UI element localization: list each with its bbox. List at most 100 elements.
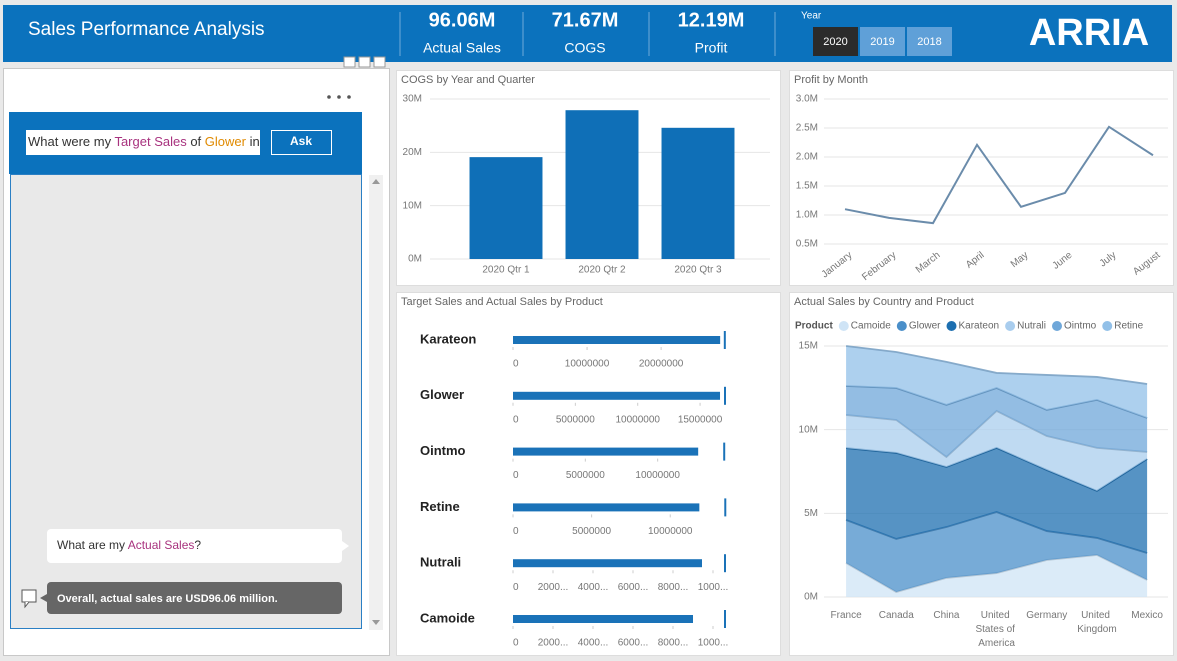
legend-swatch [838,321,849,331]
text-segment: Target Sales [114,134,187,149]
dot [327,95,331,99]
dot [347,95,351,99]
x-tick-label: 5000000 [566,470,605,481]
text-segment: What were my [28,134,114,149]
slicer-label: Year [801,11,822,22]
year-button[interactable] [860,27,905,56]
kpi-label: COGS [564,40,605,56]
x-tick-label: 8000... [658,582,689,593]
qa-input-text: What were my Target Sales of Glower in [28,134,260,149]
x-tick-label: United States of America [975,610,1017,649]
chart-title: Profit by Month [794,74,868,86]
legend-label: Glower [909,321,941,332]
x-tick-label: Mexico [1131,610,1163,621]
ask-button-label: Ask [290,134,312,148]
x-tick-label: 0 [513,470,519,481]
header-bar [3,5,1172,62]
x-tick-label: 0 [513,414,519,425]
x-tick-label: Canada [879,610,914,621]
actual-bar [513,503,700,512]
y-tick-label: 2.5M [796,123,818,134]
area-series [846,554,1148,597]
y-tick-label: 3.0M [796,94,818,105]
kpi-value: 12.19M [678,9,745,31]
actual-bar [513,336,721,344]
x-tick-label: 1000... [698,638,729,649]
x-tick-label: 5000000 [572,526,611,537]
actual-bar [513,615,693,623]
ask-button[interactable] [271,130,332,155]
text-segment: Actual Sales [128,538,195,552]
row-label: Karateon [420,331,476,346]
area-series [846,410,1148,491]
icon-box [21,589,37,603]
x-tick-label: 2020 Qtr 2 [578,265,626,276]
scrollbar[interactable] [369,175,383,630]
filter-icon[interactable] [343,56,356,68]
x-tick-label: 6000... [618,582,649,593]
legend-swatch [946,321,957,331]
visual-header-icons [343,56,386,68]
area-top-line [845,345,1148,385]
year-button-label: 2020 [823,36,847,48]
icon-tail [24,601,30,609]
text-segment: of [187,134,205,149]
y-tick-label: 20M [403,147,422,158]
x-tick-label: 0 [513,526,519,537]
answer-bubble [47,582,342,614]
x-tick-label: 0 [513,582,519,593]
legend-swatch [1052,321,1062,331]
legend-swatch [1102,321,1113,331]
y-tick-label: 1.0M [796,210,818,221]
chart-panel [396,292,781,656]
year-button[interactable] [813,27,858,56]
x-tick-label: 4000... [578,638,609,649]
legend-label: Ointmo [1064,321,1097,332]
kpi-value: 71.67M [552,9,619,31]
kpi-label: Actual Sales [423,40,501,56]
legend-swatch [1005,321,1016,331]
bar [565,110,639,259]
x-tick-label: 2020 Qtr 1 [482,265,530,276]
x-tick-label: Germany [1026,610,1067,621]
x-tick-label: 10000000 [565,359,610,370]
bar [661,127,735,259]
row-label: Ointmo [420,443,466,458]
y-tick-label: 30M [403,94,422,105]
more-options[interactable] [327,95,351,99]
chart-title: Target Sales and Actual Sales by Product [401,296,603,308]
answer-icon [21,589,37,609]
x-tick-label: 10000000 [615,414,660,425]
actual-bar [513,559,702,568]
actual-bar [513,447,699,456]
focus-icon[interactable] [358,56,371,68]
bubble-tail [40,594,47,602]
x-tick-label: 5000000 [556,414,595,425]
x-tick-label: United Kingdom [1077,610,1116,635]
bar [469,157,543,259]
legend-label: Karateon [959,321,1000,332]
x-tick-label: France [831,610,863,621]
y-tick-label: 0M [408,254,422,265]
row-label: Retine [420,499,460,514]
question-bubble [47,529,342,563]
y-tick-label: 2.0M [796,152,818,163]
y-tick-label: 10M [403,200,422,211]
x-tick-label: 2020 Qtr 3 [674,265,722,276]
qa-input[interactable] [26,130,260,155]
kpi-value: 96.06M [429,9,496,31]
y-tick-label: 0M [804,592,818,603]
x-tick-label: 15000000 [678,414,723,425]
row-label: Nutrali [420,555,461,570]
chart-title: Actual Sales by Country and Product [794,296,974,308]
row-label: Camoide [420,610,475,625]
text-segment: ? [194,538,201,552]
dot [337,95,341,99]
kpi-group: 96.06M Actual Sales 71.67M COGS 12.19M Profit [399,9,776,56]
actual-bar [513,391,721,400]
bubble-tail [342,541,349,551]
y-tick-label: 15M [799,341,818,352]
year-button[interactable] [907,27,952,56]
more-icon[interactable] [373,56,386,68]
